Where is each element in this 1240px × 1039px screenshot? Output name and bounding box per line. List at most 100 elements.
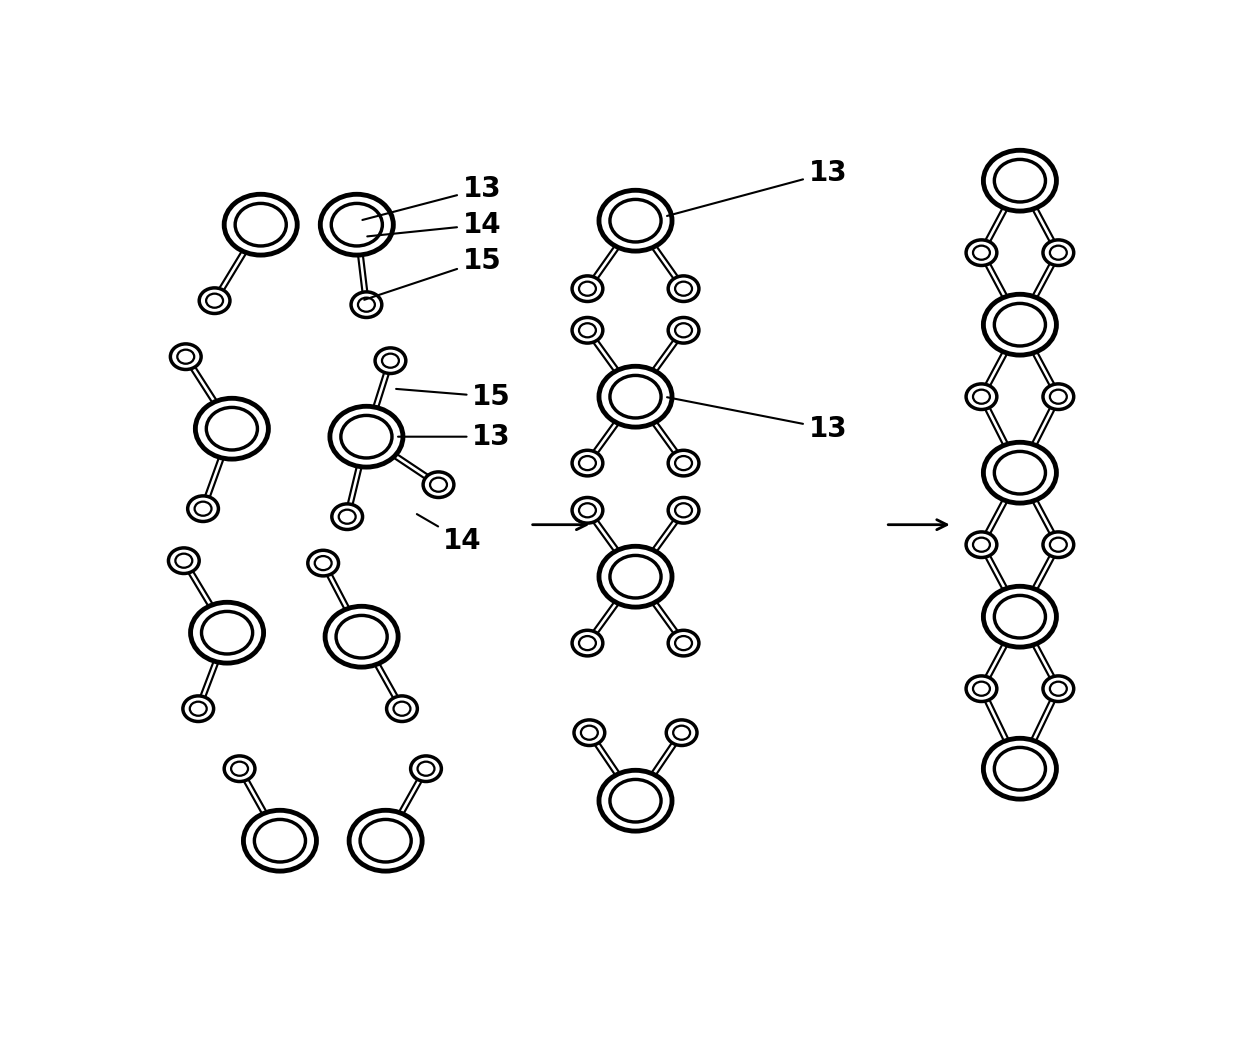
Circle shape [966,240,997,266]
Circle shape [675,323,692,338]
Circle shape [175,554,192,567]
Circle shape [675,456,692,470]
Text: 13: 13 [398,423,511,451]
Circle shape [668,276,699,301]
Circle shape [973,537,990,552]
Circle shape [668,631,699,656]
Circle shape [973,682,990,696]
Circle shape [382,353,399,368]
Circle shape [360,820,412,862]
Circle shape [1050,245,1066,260]
Text: 14: 14 [367,211,501,239]
Circle shape [202,611,253,654]
Text: 14: 14 [417,514,482,555]
Circle shape [195,502,212,515]
Circle shape [668,498,699,523]
Circle shape [983,739,1056,799]
Circle shape [966,383,997,409]
Circle shape [610,779,661,822]
Circle shape [579,503,596,517]
Circle shape [675,282,692,296]
Circle shape [350,810,422,871]
Circle shape [572,498,603,523]
Circle shape [325,607,398,667]
Circle shape [579,323,596,338]
Circle shape [1050,537,1066,552]
Circle shape [1043,676,1074,701]
Circle shape [243,810,316,871]
Circle shape [336,615,387,658]
Text: 15: 15 [396,382,511,410]
Circle shape [231,762,248,776]
Circle shape [666,720,697,746]
Circle shape [579,636,596,650]
Circle shape [1043,532,1074,558]
Circle shape [393,701,410,716]
Circle shape [1043,240,1074,266]
Circle shape [572,631,603,656]
Circle shape [332,504,362,530]
Circle shape [673,725,691,740]
Circle shape [966,676,997,701]
Circle shape [224,194,298,256]
Circle shape [196,398,268,459]
Text: 15: 15 [365,246,501,300]
Circle shape [410,756,441,781]
Circle shape [599,547,672,607]
Circle shape [177,350,195,364]
Circle shape [236,204,286,246]
Circle shape [254,820,305,862]
Circle shape [339,510,356,524]
Circle shape [182,696,213,721]
Circle shape [675,503,692,517]
Circle shape [994,451,1045,494]
Circle shape [599,367,672,427]
Circle shape [1043,383,1074,409]
Circle shape [1050,390,1066,404]
Circle shape [574,720,605,746]
Text: 13: 13 [362,175,501,220]
Circle shape [387,696,418,721]
Circle shape [599,770,672,831]
Circle shape [994,595,1045,638]
Circle shape [599,190,672,251]
Circle shape [580,725,598,740]
Circle shape [331,204,382,246]
Circle shape [994,747,1045,790]
Circle shape [358,297,374,312]
Circle shape [966,532,997,558]
Circle shape [191,603,264,663]
Circle shape [308,551,339,576]
Circle shape [190,701,207,716]
Circle shape [610,556,661,598]
Text: 13: 13 [667,159,847,216]
Text: 13: 13 [667,397,847,443]
Circle shape [668,318,699,343]
Circle shape [170,344,201,370]
Circle shape [579,282,596,296]
Circle shape [423,472,454,498]
Circle shape [983,443,1056,503]
Circle shape [983,586,1056,647]
Circle shape [315,556,331,570]
Circle shape [572,276,603,301]
Circle shape [351,292,382,318]
Circle shape [572,450,603,476]
Circle shape [994,159,1045,202]
Circle shape [320,194,393,256]
Circle shape [374,348,405,373]
Circle shape [668,450,699,476]
Circle shape [973,245,990,260]
Circle shape [983,151,1056,211]
Circle shape [330,406,403,468]
Circle shape [418,762,434,776]
Circle shape [994,303,1045,346]
Circle shape [200,288,229,314]
Circle shape [983,294,1056,355]
Circle shape [610,375,661,418]
Circle shape [187,496,218,522]
Circle shape [1050,682,1066,696]
Circle shape [224,756,255,781]
Circle shape [341,416,392,458]
Circle shape [610,199,661,242]
